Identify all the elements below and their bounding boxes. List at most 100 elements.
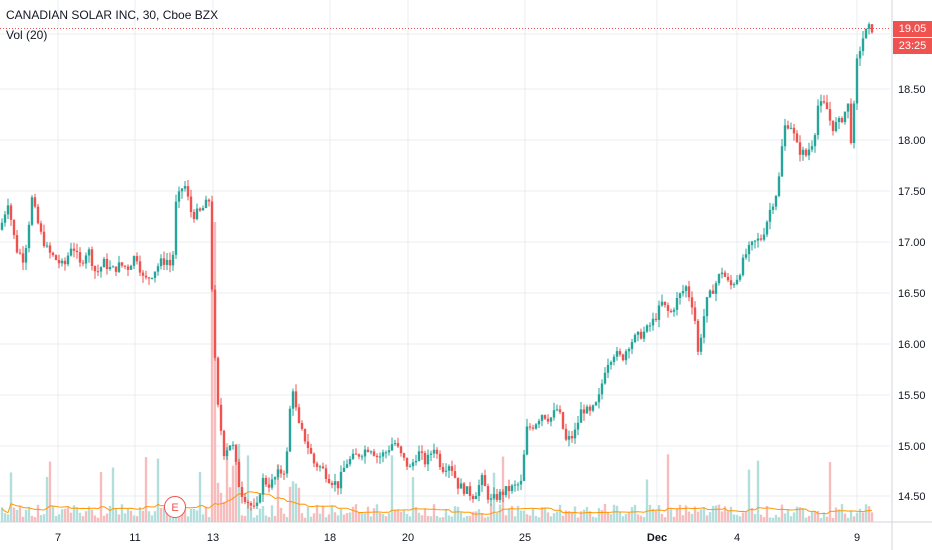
candle	[192, 209, 196, 223]
volume-bar	[618, 511, 622, 522]
candle	[741, 254, 745, 277]
candle	[276, 464, 280, 480]
candle	[846, 103, 850, 119]
candle-body	[567, 436, 571, 440]
volume-bar	[441, 517, 445, 522]
volume-bar	[804, 517, 808, 522]
candle-body	[264, 477, 268, 485]
candle-body	[291, 391, 295, 409]
volume-bar	[783, 513, 787, 522]
price-axis[interactable]: 18.50 18.00 17.50 17.00 16.50 16.00 15.50 15.00…	[898, 84, 926, 503]
volume-bar	[678, 504, 682, 522]
candle-body	[255, 502, 259, 506]
candle-body	[354, 453, 358, 455]
candle-body	[822, 101, 826, 103]
volume-bar	[855, 512, 859, 522]
candle	[60, 258, 64, 267]
price-tick-label: 14.50	[898, 491, 926, 503]
candle	[6, 198, 10, 219]
candle-body	[738, 275, 742, 280]
candle-body	[633, 334, 637, 343]
volume-bar	[552, 513, 556, 522]
volume-bar	[342, 514, 346, 522]
volume-bar	[27, 506, 31, 522]
candle-body	[675, 297, 679, 310]
candle-body	[216, 357, 220, 405]
volume-bar	[690, 513, 694, 522]
candle	[312, 452, 316, 468]
candle	[501, 489, 505, 503]
candle	[729, 275, 733, 290]
candle	[144, 270, 148, 280]
volume-bar	[96, 517, 100, 522]
candle	[417, 445, 421, 462]
candle	[294, 384, 298, 411]
volume-bar	[51, 506, 55, 522]
candle-body	[654, 318, 658, 320]
candle	[555, 404, 559, 412]
candle	[21, 246, 25, 271]
candle	[678, 292, 682, 305]
candle	[81, 260, 85, 267]
volume-bar	[360, 513, 364, 522]
volume-bar	[423, 508, 427, 522]
time-axis[interactable]: 7 11 13 18 20 25 Dec 4 9	[55, 532, 860, 544]
candle-body	[570, 436, 574, 439]
price-tick-label: 15.50	[898, 390, 926, 402]
candle	[762, 227, 766, 242]
candle-body	[708, 290, 712, 298]
candle-body	[834, 122, 838, 132]
candle-body	[30, 197, 34, 225]
candle-body	[213, 289, 217, 358]
candle	[489, 493, 493, 506]
candle	[333, 473, 337, 492]
candle	[396, 437, 400, 449]
volume-bar	[615, 505, 619, 522]
candle-body	[381, 452, 385, 457]
volume-bar	[708, 512, 712, 522]
candle	[687, 280, 691, 302]
volume-bar	[450, 516, 454, 522]
candle	[51, 251, 55, 257]
candle-body	[171, 254, 175, 266]
candle-body	[228, 445, 232, 451]
candle-body	[279, 469, 283, 474]
volume-bar	[591, 516, 595, 522]
candle-body	[192, 211, 196, 220]
earnings-marker-icon[interactable]: E	[164, 496, 186, 518]
volume-bar	[210, 222, 214, 522]
candle-body	[261, 477, 265, 495]
candle-body	[768, 209, 772, 222]
candle	[690, 291, 694, 315]
candle	[504, 486, 508, 498]
candle	[0, 218, 4, 231]
volume-bar	[867, 506, 871, 522]
candle-body	[510, 485, 514, 492]
candle	[858, 46, 862, 67]
volume-bar	[789, 516, 793, 522]
candle	[867, 22, 871, 35]
volume-bar	[339, 508, 343, 522]
candle-body	[294, 391, 298, 408]
volume-bar	[786, 510, 790, 522]
candle-body	[498, 491, 502, 500]
candle	[642, 326, 646, 343]
volume-bar	[828, 462, 832, 522]
volume-bar	[72, 505, 76, 522]
candle-body	[465, 486, 469, 494]
candle	[297, 403, 301, 424]
volume-bar	[183, 509, 187, 522]
candle-body	[594, 402, 598, 406]
volume-bar	[693, 506, 697, 522]
candle	[336, 481, 340, 495]
candle-body	[39, 223, 43, 232]
candle	[525, 418, 529, 456]
candle-body	[678, 293, 682, 298]
volume-bar	[546, 512, 550, 522]
candle-body	[753, 240, 757, 242]
candle	[87, 247, 91, 263]
candle-body	[756, 238, 760, 241]
volume-bar	[483, 517, 487, 522]
candle	[69, 242, 73, 257]
